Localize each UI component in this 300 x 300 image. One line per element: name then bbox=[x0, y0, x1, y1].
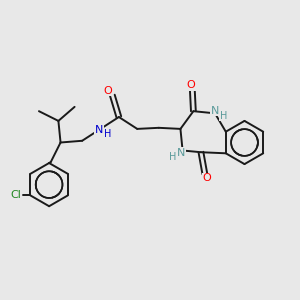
Text: O: O bbox=[103, 86, 112, 96]
Text: N: N bbox=[177, 148, 185, 158]
Text: H: H bbox=[104, 129, 112, 139]
Text: N: N bbox=[95, 125, 103, 135]
Text: Cl: Cl bbox=[10, 190, 21, 200]
Text: H: H bbox=[169, 152, 176, 162]
Text: N: N bbox=[211, 106, 219, 116]
Text: H: H bbox=[220, 111, 227, 121]
Text: O: O bbox=[186, 80, 195, 90]
Text: O: O bbox=[203, 173, 212, 183]
